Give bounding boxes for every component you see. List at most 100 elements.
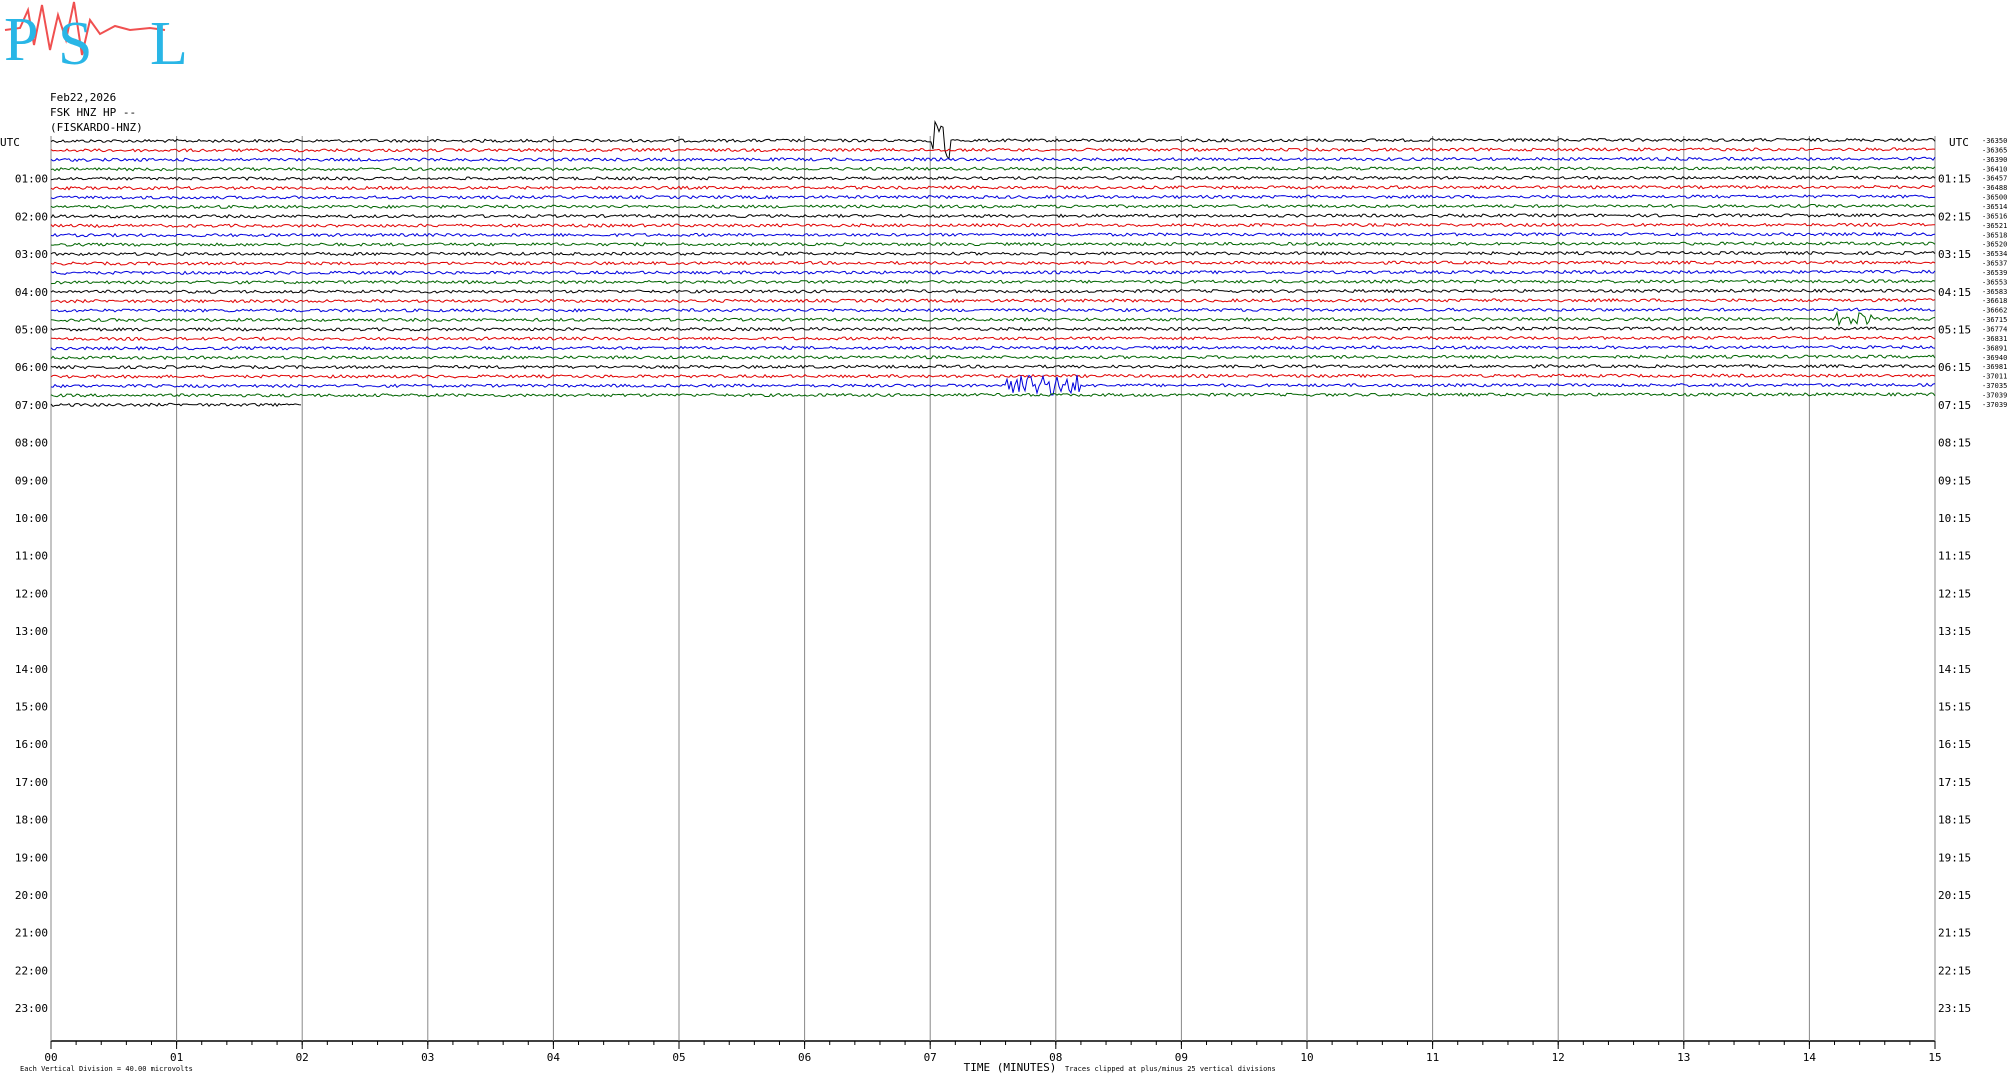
seismic-trace [50, 392, 1936, 398]
hour-label: 16:00 [15, 738, 48, 751]
hour-label: 03:15 [1938, 248, 1971, 261]
seismic-trace [50, 184, 1936, 191]
seismic-trace [50, 250, 1936, 257]
seismic-trace [50, 119, 1936, 161]
trace-offset: -37011 [1982, 373, 2007, 381]
x-tick-label: 14 [1803, 1051, 1817, 1064]
hour-label: 13:00 [15, 625, 48, 638]
hour-label: 14:00 [15, 663, 48, 676]
seismic-trace [50, 279, 1936, 285]
hour-label: 21:00 [15, 927, 48, 940]
hour-label: 22:00 [15, 964, 48, 977]
trace-offset: -36715 [1982, 316, 2007, 324]
seismic-trace [50, 354, 1936, 360]
hour-label: 22:15 [1938, 964, 1971, 977]
trace-offset: -36365 [1982, 146, 2007, 154]
x-tick-label: 10 [1300, 1051, 1313, 1064]
hour-label: 19:15 [1938, 851, 1971, 864]
trace-offset: -36500 [1982, 194, 2007, 202]
hour-label: 08:00 [15, 437, 48, 450]
seismic-trace [50, 402, 302, 408]
trace-offset: -36534 [1982, 250, 2007, 258]
hour-label: 16:15 [1938, 738, 1971, 751]
hour-label: 12:15 [1938, 587, 1971, 600]
x-tick-label: 01 [170, 1051, 183, 1064]
seismic-trace [50, 326, 1936, 332]
trace-offset: -36514 [1982, 203, 2007, 211]
seismic-trace [50, 213, 1936, 219]
hour-label: 15:00 [15, 701, 48, 714]
x-tick-label: 09 [1175, 1051, 1188, 1064]
x-tick-label: 07 [924, 1051, 937, 1064]
hour-label: 07:00 [15, 399, 48, 412]
hour-label: 18:15 [1938, 814, 1971, 827]
hour-label: 13:15 [1938, 625, 1971, 638]
x-tick-label: 03 [421, 1051, 434, 1064]
trace-offset: -36488 [1982, 184, 2007, 192]
seismic-trace [50, 241, 1936, 247]
hour-label: 23:15 [1938, 1002, 1971, 1015]
x-tick-label: 15 [1928, 1051, 1941, 1064]
trace-offset: -37039 [1982, 401, 2007, 409]
right-unit: UTC [1949, 136, 1969, 149]
hour-label: 17:15 [1938, 776, 1971, 789]
x-axis-title: TIME (MINUTES) [964, 1061, 1057, 1074]
seismic-trace [50, 175, 1936, 181]
clip-note: Traces clipped at plus/minus 25 vertical… [1065, 1065, 1276, 1073]
x-tick-label: 04 [547, 1051, 561, 1064]
hour-label: 01:00 [15, 173, 48, 186]
hour-label: 11:15 [1938, 550, 1971, 563]
hour-label: 18:00 [15, 814, 48, 827]
trace-offset: -37039 [1982, 391, 2007, 399]
x-tick-label: 05 [672, 1051, 685, 1064]
hour-label: 10:15 [1938, 512, 1971, 525]
trace-offset: -36518 [1982, 231, 2007, 239]
seismic-trace [50, 373, 1936, 379]
hour-label: 02:15 [1938, 210, 1971, 223]
x-tick-label: 13 [1677, 1051, 1690, 1064]
x-tick-label: 02 [296, 1051, 309, 1064]
hour-label: 06:00 [15, 361, 48, 374]
seismic-trace [50, 231, 1936, 238]
trace-offset: -36350 [1982, 137, 2007, 145]
channel: FSK HNZ HP -- [50, 106, 136, 119]
scale-note: Each Vertical Division = 40.00 microvolt… [20, 1065, 193, 1073]
seismic-trace [50, 298, 1936, 304]
hour-label: 20:00 [15, 889, 48, 902]
seismic-trace [50, 203, 1936, 210]
trace-offset: -37035 [1982, 382, 2007, 390]
x-tick-label: 08 [1049, 1051, 1062, 1064]
logo-letter: S [58, 10, 92, 78]
hour-label: 17:00 [15, 776, 48, 789]
trace-offset: -36410 [1982, 165, 2007, 173]
logo-letter: L [150, 10, 188, 78]
hour-label: 03:00 [15, 248, 48, 261]
logo-letter: P [4, 6, 38, 74]
hour-label: 04:00 [15, 286, 48, 299]
hour-label: 10:00 [15, 512, 48, 525]
hour-label: 08:15 [1938, 437, 1971, 450]
hour-label: 21:15 [1938, 927, 1971, 940]
trace-offset: -36521 [1982, 222, 2007, 230]
trace-offset: -36774 [1982, 326, 2007, 334]
hour-label: 23:00 [15, 1002, 48, 1015]
hour-label: 12:00 [15, 587, 48, 600]
trace-offset: -36583 [1982, 288, 2007, 296]
x-tick-label: 06 [798, 1051, 811, 1064]
seismic-trace [50, 147, 1936, 153]
hour-label: 06:15 [1938, 361, 1971, 374]
trace-offset: -36457 [1982, 175, 2007, 183]
hour-label: 05:00 [15, 324, 48, 337]
trace-offset: -36831 [1982, 335, 2007, 343]
x-tick-label: 12 [1552, 1051, 1565, 1064]
seismic-trace [50, 222, 1936, 228]
hour-label: 19:00 [15, 851, 48, 864]
hour-label: 09:15 [1938, 474, 1971, 487]
hour-label: 07:15 [1938, 399, 1971, 412]
hour-label: 05:15 [1938, 324, 1971, 337]
station: (FISKARDO-HNZ) [50, 121, 143, 134]
date: Feb22,2026 [50, 91, 116, 104]
seismic-trace [50, 165, 1936, 172]
seismic-trace [50, 374, 1936, 396]
